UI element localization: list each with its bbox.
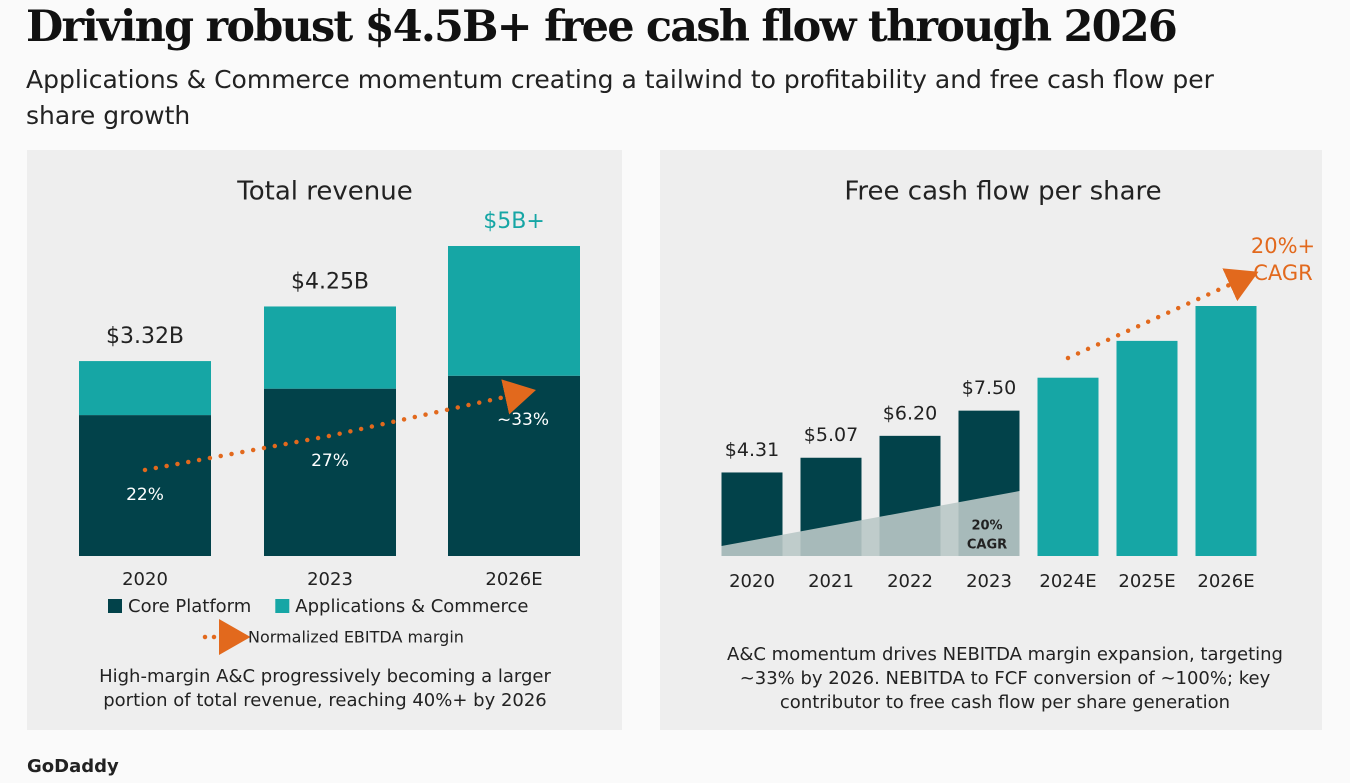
bar-segment — [448, 246, 580, 376]
bar-segment — [79, 361, 211, 416]
x-tick-label: 2023 — [966, 571, 1012, 592]
legend-swatch — [108, 599, 122, 613]
outer-annotation: CAGR — [1253, 261, 1313, 285]
total-label: $4.25B — [291, 269, 369, 294]
inner-annotation: CAGR — [967, 538, 1007, 553]
x-tick-label: 2024E — [1039, 571, 1096, 592]
x-tick-label: 2021 — [808, 571, 854, 592]
value-label: $7.50 — [962, 377, 1016, 399]
value-label: $6.20 — [883, 402, 937, 424]
slide-subtitle: Applications & Commerce momentum creatin… — [26, 65, 1214, 130]
inner-annotation: 20% — [971, 519, 1002, 534]
margin-label: ~33% — [497, 410, 549, 430]
x-tick-label: 2026E — [485, 569, 542, 590]
bar-segment — [264, 306, 396, 389]
total-label: $3.32B — [106, 324, 184, 349]
bar-segment — [448, 375, 580, 556]
logo: GoDaddy — [27, 756, 119, 777]
margin-line — [142, 379, 536, 473]
cagr-arrow — [1065, 268, 1259, 361]
chart-title: Free cash flow per share — [844, 177, 1161, 207]
x-tick-label: 2020 — [729, 571, 775, 592]
margin-label: 22% — [126, 485, 164, 505]
x-tick-label: 2025E — [1118, 571, 1175, 592]
outer-annotation: 20%+ — [1251, 234, 1315, 258]
legend-swatch — [275, 599, 290, 613]
x-tick-label: 2023 — [307, 569, 353, 590]
bar-segment — [79, 415, 211, 556]
bar-segment — [264, 388, 396, 556]
cagr-wedge — [721, 491, 1020, 556]
x-tick-label: 2026E — [1197, 571, 1254, 592]
legend-label: Core Platform — [128, 596, 251, 617]
caption: High-margin A&C progressively becoming a… — [99, 666, 551, 711]
legend-label: Applications & Commerce — [295, 596, 528, 617]
margin-label: 27% — [311, 451, 349, 471]
slide-title: Driving robust $4.5B+ free cash flow thr… — [26, 2, 1178, 52]
chart-title: Total revenue — [236, 177, 412, 207]
legend-label: Normalized EBITDA margin — [248, 628, 464, 647]
bar — [1037, 377, 1099, 556]
value-label: $5.07 — [804, 424, 858, 446]
bar — [1116, 340, 1178, 556]
bar — [1195, 306, 1257, 556]
x-tick-label: 2022 — [887, 571, 933, 592]
caption: A&C momentum drives NEBITDA margin expan… — [727, 644, 1283, 713]
total-label: $5B+ — [483, 209, 545, 234]
x-tick-label: 2020 — [122, 569, 168, 590]
value-label: $4.31 — [725, 439, 779, 461]
